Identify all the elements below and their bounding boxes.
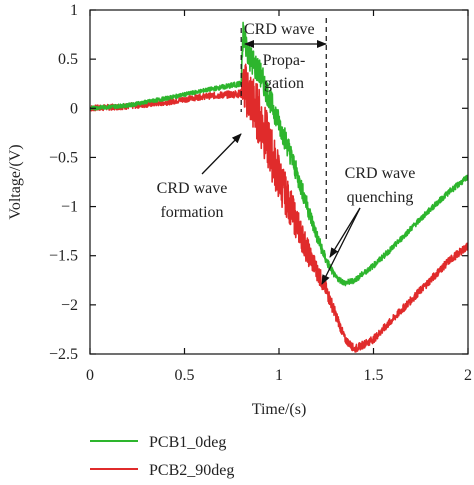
legend-label-pcb2: PCB2_90deg: [149, 462, 234, 479]
annotation-propagation-line1: Propa-: [263, 52, 306, 69]
y-tick-label: 0: [70, 100, 78, 117]
y-tick-label: 0.5: [58, 51, 78, 68]
x-tick-label: 0: [86, 367, 94, 384]
x-tick-label: 1: [275, 367, 283, 384]
markers-layer: [240, 18, 327, 240]
series-line-pcb1-0deg: [90, 21, 468, 287]
annotation-crd-wave-top: CRD wave: [244, 21, 315, 38]
y-tick-label: −2.5: [49, 346, 78, 363]
y-tick-label: −1: [61, 199, 78, 216]
x-axis-title: Time/(s): [252, 401, 307, 418]
y-axis-title: Voltage/(V): [7, 144, 24, 219]
quenching-arrow-green: [329, 207, 361, 258]
y-tick-label: −2: [61, 297, 78, 314]
y-tick-label: −0.5: [49, 149, 78, 166]
annotation-quenching-line1: CRD wave: [345, 165, 416, 182]
y-tick-label: −1.5: [49, 248, 78, 265]
series-layer: [90, 21, 468, 353]
legend-label-pcb1: PCB1_0deg: [149, 434, 226, 451]
ticks-layer: 0 0.5 1 1.5 2 1 0.5 0 −0.5 −1 −1.5 −2 −2.5: [49, 2, 472, 384]
quenching-arrow-red: [321, 207, 361, 285]
formation-arrow: [201, 133, 242, 175]
series-line-pcb2-90deg: [90, 63, 468, 353]
x-tick-label: 0.5: [175, 367, 195, 384]
x-tick-label: 2: [464, 367, 472, 384]
y-tick-label: 1: [70, 2, 78, 19]
x-tick-label: 1.5: [364, 367, 384, 384]
annotation-quenching-line2: quenching: [347, 189, 414, 206]
annotation-formation-line1: CRD wave: [157, 180, 228, 197]
annotation-formation-line2: formation: [160, 204, 223, 221]
annotation-propagation-line2: gation: [264, 75, 304, 92]
legend: PCB1_0deg PCB2_90deg: [90, 434, 234, 479]
